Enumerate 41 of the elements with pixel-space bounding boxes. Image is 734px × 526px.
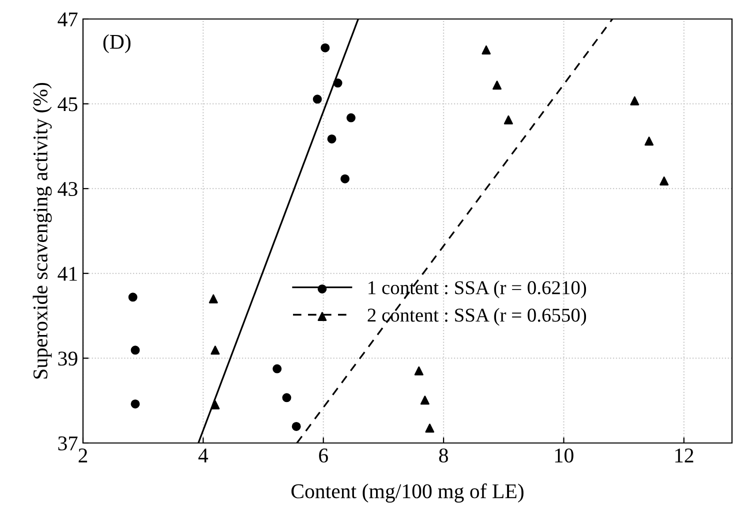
y-tick-label: 43 [58, 182, 78, 196]
legend-label: 2 content : SSA (r = 0.6550) [368, 308, 586, 326]
point [210, 346, 220, 355]
point [346, 113, 356, 122]
x-tick-label: 4 [198, 448, 208, 462]
legend-label: 1 content : SSA (r = 0.6210) [368, 280, 586, 298]
y-tick-label: 47 [58, 12, 78, 26]
x-tick-label: 6 [319, 448, 328, 463]
x-tick-label: 8 [439, 448, 448, 463]
point [333, 78, 342, 88]
annotation: (D) [103, 34, 130, 54]
point [130, 346, 140, 355]
point [340, 174, 350, 184]
point [327, 134, 336, 144]
point [312, 94, 322, 104]
point [208, 294, 218, 304]
x-tick-label: 2 [78, 448, 88, 462]
point [272, 364, 282, 374]
point [128, 292, 138, 302]
y-tick-label: 45 [58, 97, 78, 112]
y-tick-label: 37 [58, 436, 78, 450]
point [210, 400, 220, 410]
y-tick-label: 39 [58, 352, 78, 366]
point [504, 115, 513, 124]
x-tick-label: 10 [555, 448, 574, 463]
point [425, 424, 434, 433]
point [282, 393, 292, 402]
point [420, 396, 430, 405]
x-axis-title: Content (mg/100 mg of LE) [291, 483, 524, 503]
point [660, 176, 669, 186]
point [630, 96, 640, 106]
point [292, 422, 301, 431]
point [644, 136, 654, 146]
x-tick-label: 12 [675, 448, 694, 462]
point [414, 366, 424, 376]
y-axis-title: Superoxide scavenging activity (%) [32, 82, 52, 379]
point [320, 43, 330, 52]
y-tick-label: 41 [58, 266, 77, 281]
point [130, 399, 140, 408]
point [492, 80, 502, 90]
point [482, 45, 491, 54]
